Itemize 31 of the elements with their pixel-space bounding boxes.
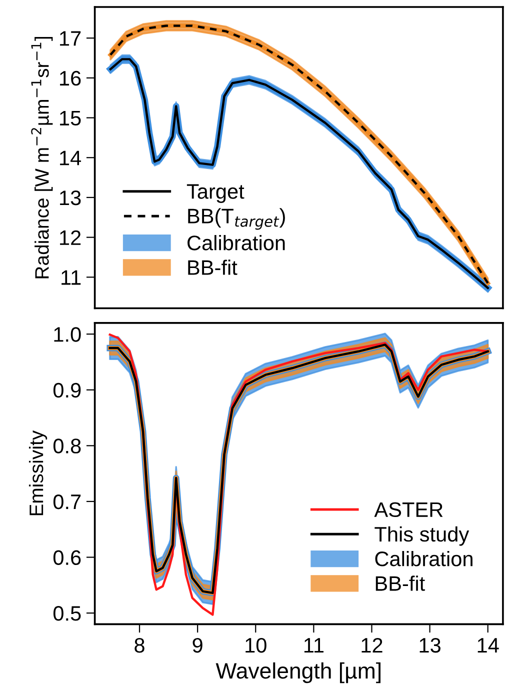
x-tick-label: 10 — [246, 638, 266, 653]
y-tick-label: 14 — [60, 150, 82, 166]
y-axis-title: Emissivity — [28, 430, 48, 516]
y-tick-label: 17 — [60, 31, 81, 46]
y-tick-label: 0.9 — [53, 382, 81, 398]
x-tick-label: 12 — [362, 638, 382, 652]
y-tick-label: 0.5 — [53, 606, 81, 621]
y-tick-label: 0.6 — [53, 550, 81, 566]
x-tick-label: 11 — [304, 638, 324, 652]
legend-label: BB-fit — [376, 576, 425, 591]
x-tick-label: 14 — [478, 638, 499, 652]
y-tick-label: 0.7 — [53, 494, 81, 510]
legend-label: This study — [374, 526, 470, 546]
y-tick-label: 13 — [60, 190, 81, 206]
y-tick-label: 15 — [60, 110, 81, 126]
y-tick-label: 0.8 — [53, 438, 81, 454]
y-tick-label: 11 — [62, 270, 81, 285]
y-tick-label: 1.0 — [54, 327, 81, 342]
x-axis-title: Wavelength [µm] — [216, 662, 380, 684]
x-tick-label: 9 — [192, 638, 202, 653]
legend-label: BB-fit — [188, 260, 238, 275]
legend-label: BB(T$_{target}$) — [188, 208, 285, 230]
legend-label: Target — [186, 184, 244, 203]
x-tick-label: 8 — [134, 638, 144, 653]
y-axis-title: Radiance [W m$^{−2}$µm$^{−1}$sr$^{−1}$] — [31, 36, 53, 278]
legend-label: Calibration — [188, 235, 285, 250]
x-tick-label: 13 — [420, 638, 440, 653]
y-tick-label: 12 — [60, 230, 81, 245]
y-tick-label: 16 — [60, 70, 81, 86]
legend-label: ASTER — [374, 502, 443, 518]
legend-label: Calibration — [375, 550, 472, 566]
